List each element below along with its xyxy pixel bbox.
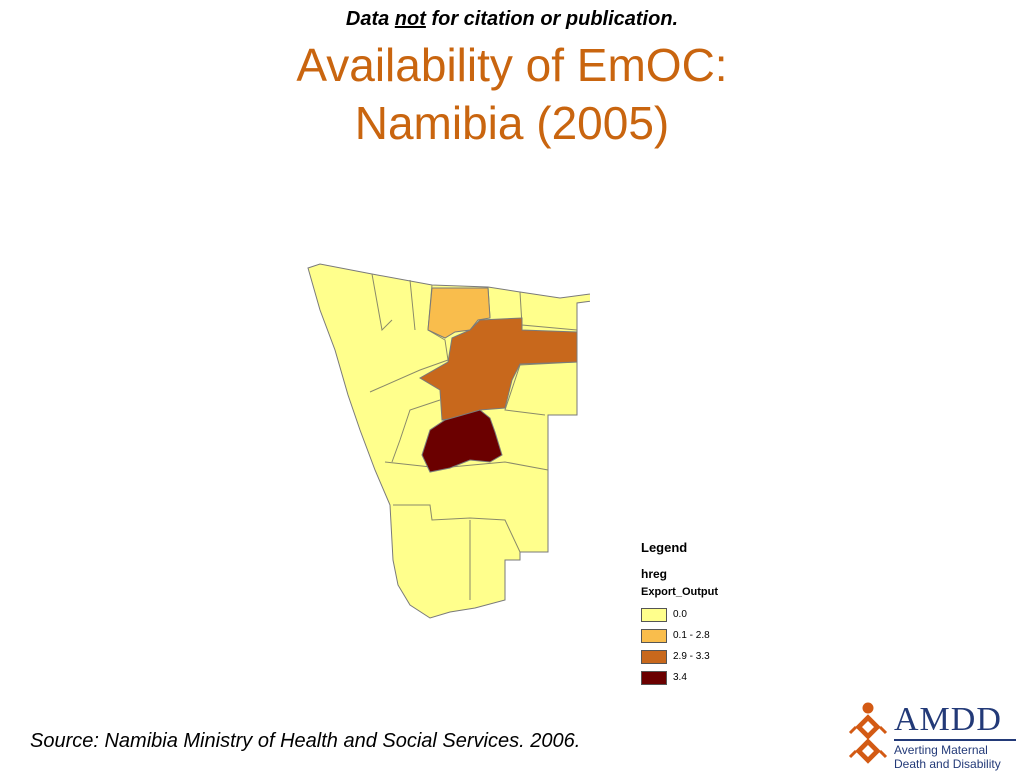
region-khomas [421, 409, 503, 473]
legend-label: 0.0 [673, 609, 687, 620]
legend-label: 3.4 [673, 672, 687, 683]
legend-label: 2.9 - 3.3 [673, 651, 710, 662]
amdd-logo: AMDD Averting Maternal Death and Disabil… [848, 700, 1018, 771]
amdd-logo-tagline-2: Death and Disability [894, 757, 1001, 771]
disclaimer-emphasis: not [394, 8, 426, 30]
amdd-figure-icon [848, 702, 888, 764]
legend-item: 0.1 - 2.8 [641, 625, 781, 646]
legend-item: 3.4 [641, 667, 781, 688]
legend-swatch [641, 649, 667, 664]
legend-swatch [641, 607, 667, 622]
slide-title-line-1: Availability of EmOC: [296, 39, 728, 91]
slide-title-line-2: Namibia (2005) [354, 97, 670, 149]
legend-label: 0.1 - 2.8 [673, 630, 710, 641]
legend-item: 2.9 - 3.3 [641, 646, 781, 667]
map-legend: Legend hreg Export_Output 0.0 0.1 - 2.8 … [641, 540, 781, 688]
legend-layer-name: hreg [641, 567, 668, 581]
amdd-logo-text: AMDD Averting Maternal Death and Disabil… [894, 702, 1016, 771]
disclaimer-text-end: for citation or publication. [425, 8, 679, 30]
amdd-logo-rule [894, 739, 1016, 741]
legend-field-name: Export_Output [641, 586, 718, 598]
source-citation: Source: Namibia Ministry of Health and S… [30, 730, 581, 752]
slide-title: Availability of EmOC: Namibia (2005) [0, 36, 1024, 152]
disclaimer-note: Data not for citation or publication. [0, 8, 1024, 31]
namibia-choropleth-map [307, 263, 590, 619]
amdd-logo-name: AMDD [894, 701, 1002, 738]
region-oshikoto-kavango [419, 317, 578, 421]
disclaimer-text-start: Data [345, 8, 395, 30]
legend-heading: Legend [641, 540, 688, 555]
legend-swatch [641, 670, 667, 685]
amdd-logo-tagline-1: Averting Maternal [894, 743, 988, 757]
legend-item: 0.0 [641, 604, 781, 625]
legend-swatch [641, 628, 667, 643]
